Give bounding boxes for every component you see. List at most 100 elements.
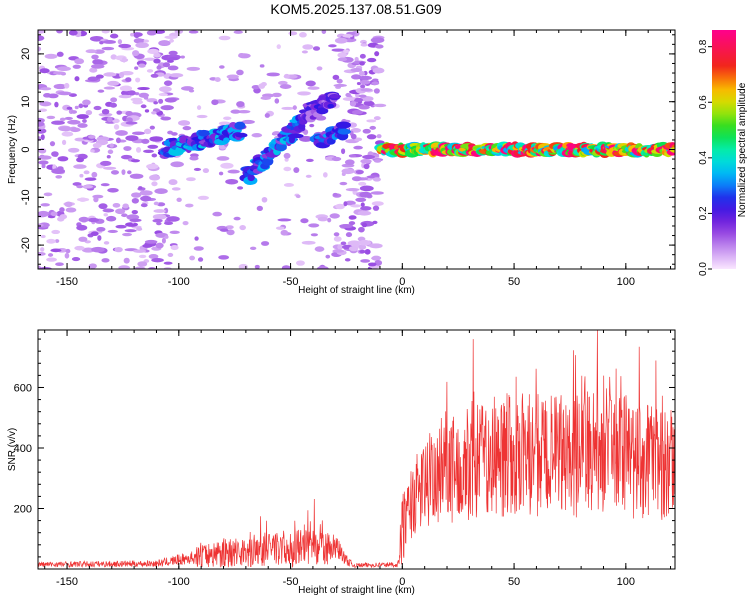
speckle-mark — [316, 66, 323, 71]
speckle-mark — [337, 52, 347, 58]
colorbar-tick-label: 0.4 — [698, 150, 709, 164]
speckle-mark — [298, 135, 313, 142]
speckle-mark — [219, 65, 225, 69]
speckle-mark — [146, 163, 159, 170]
speckle-mark — [50, 248, 62, 253]
speckle-mark — [373, 88, 380, 94]
speckle-mark — [91, 246, 105, 253]
speckle-mark — [323, 172, 328, 178]
speckle-mark — [302, 44, 314, 50]
speckle-mark — [329, 213, 340, 219]
speckle-mark — [347, 240, 362, 247]
speckle-mark — [118, 265, 130, 269]
speckle-mark — [254, 264, 260, 269]
speckle-mark — [39, 101, 52, 107]
speckle-mark — [327, 217, 332, 223]
speckle-mark — [56, 66, 71, 72]
speckle-mark — [89, 67, 98, 73]
speckle-mark — [299, 32, 307, 38]
speckle-mark — [151, 181, 158, 187]
speckle-mark — [116, 110, 123, 115]
speckle-mark — [144, 239, 158, 244]
speckle-mark — [170, 161, 184, 168]
speckle-mark — [144, 109, 150, 113]
speckle-mark — [131, 192, 142, 198]
colorbar-tick-label: 0.2 — [698, 206, 709, 220]
speckle-mark — [230, 109, 241, 114]
speckle-mark — [360, 43, 368, 47]
x-tick-label: -50 — [283, 576, 299, 588]
speckle-mark — [118, 94, 132, 99]
speckle-mark — [127, 170, 132, 175]
speckle-mark — [65, 248, 71, 254]
speckle-mark — [40, 134, 45, 141]
speckle-mark — [178, 120, 191, 126]
spectral-mark — [327, 103, 335, 109]
speckle-mark — [117, 39, 123, 45]
speckle-mark — [161, 237, 166, 244]
speckle-mark — [359, 61, 365, 66]
colorbar: 0.0 0.2 0.4 0.6 0.8 Normalized spectral ampli… — [698, 30, 748, 276]
speckle-mark — [155, 242, 164, 249]
x-tick-label: -100 — [168, 276, 190, 288]
speckle-mark — [129, 218, 142, 222]
speckle-mark — [107, 80, 120, 86]
x-tick-label: -100 — [168, 576, 190, 588]
speckle-mark — [110, 170, 120, 175]
y-tick-label: 0 — [20, 146, 32, 152]
speckle-mark — [345, 232, 353, 238]
snr-axes: -150 -100 -50 0 50 100 200 400 600 Height of stra… — [7, 329, 676, 596]
speckle-mark — [225, 225, 234, 230]
speckle-mark — [135, 42, 149, 49]
speckle-mark — [283, 166, 292, 172]
speckle-mark — [133, 249, 147, 253]
x-tick-label: -150 — [56, 576, 78, 588]
speckle-mark — [233, 30, 243, 34]
speckle-mark — [297, 91, 311, 96]
y-tick-label: 400 — [14, 443, 32, 455]
speckle-mark — [47, 253, 54, 257]
speckle-mark — [159, 41, 170, 45]
speckle-mark — [341, 168, 355, 175]
speckle-mark — [124, 229, 137, 233]
speckle-mark — [261, 196, 268, 203]
plot-frame — [37, 329, 676, 570]
speckle-mark — [332, 74, 340, 80]
speckle-mark — [120, 90, 131, 96]
speckle-mark — [113, 124, 120, 130]
speckle-mark — [118, 43, 132, 49]
speckle-mark — [90, 231, 99, 237]
speckle-mark — [76, 114, 89, 120]
speckle-mark — [58, 126, 72, 132]
speckle-mark — [283, 152, 291, 159]
speckle-mark — [43, 192, 53, 197]
speckle-mark — [51, 229, 61, 235]
speckle-mark — [110, 97, 118, 103]
speckle-mark — [238, 52, 245, 57]
speckle-mark — [153, 201, 159, 206]
speckle-mark — [358, 239, 371, 246]
speckle-mark — [278, 80, 288, 86]
speckle-mark — [300, 218, 309, 224]
speckle-mark — [160, 105, 174, 111]
speckle-mark — [53, 83, 67, 90]
speckle-mark — [348, 215, 357, 220]
speckle-mark — [46, 115, 56, 120]
speckle-mark — [176, 197, 182, 203]
speckle-mark — [335, 203, 345, 210]
speckle-mark — [95, 74, 104, 79]
speckle-mark — [237, 109, 251, 114]
speckle-mark — [101, 30, 110, 34]
speckle-mark — [193, 167, 202, 172]
speckle-mark — [202, 168, 210, 174]
speckle-mark — [72, 64, 81, 69]
speckle-mark — [74, 105, 79, 110]
speckle-mark — [134, 66, 139, 70]
speckle-mark — [115, 137, 121, 144]
speckle-mark — [168, 179, 178, 186]
speckle-mark — [196, 114, 208, 119]
speckle-mark — [371, 81, 380, 86]
speckle-mark — [61, 139, 67, 146]
speckle-mark — [56, 51, 64, 57]
